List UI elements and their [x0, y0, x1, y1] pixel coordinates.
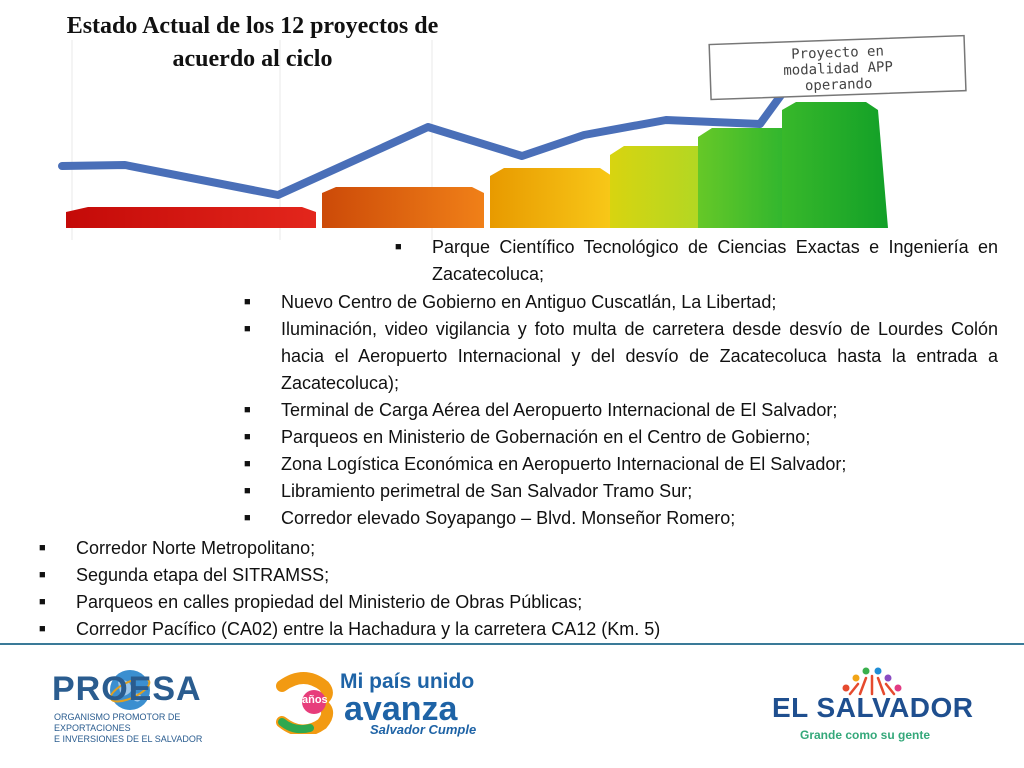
- three-years-emblem-icon: [276, 672, 334, 734]
- bar-lime: [610, 146, 724, 228]
- list-item: ■ Segunda etapa del SITRAMSS;: [39, 562, 976, 589]
- project-list-tier-2: ■ Nuevo Centro de Gobierno en Antiguo Cus…: [244, 289, 998, 532]
- project-list-tier-1: ■ Parque Científico Tecnológico de Cienc…: [395, 234, 998, 288]
- list-item: ■ Terminal de Carga Aérea del Aeropuerto …: [244, 397, 998, 424]
- crown-figures-icon: [842, 667, 902, 696]
- list-item: ■ Libramiento perimetral de San Salvador …: [244, 478, 998, 505]
- list-item: ■ Nuevo Centro de Gobierno en Antiguo Cus…: [244, 289, 998, 316]
- country-tagline: Grande como su gente: [800, 728, 931, 742]
- campaign-tagline: Salvador Cumple: [370, 722, 477, 737]
- bullet-icon: ■: [39, 569, 46, 581]
- project-list-tier-3: ■ Corredor Norte Metropolitano; ■ Segunda …: [39, 535, 976, 643]
- bullet-icon: ■: [39, 623, 46, 635]
- campaign-line-2: avanza: [344, 690, 458, 728]
- bullet-icon: ■: [395, 241, 402, 253]
- growth-arrow-line: [58, 72, 836, 199]
- list-item: ■ Parqueos en calles propiedad del Minist…: [39, 589, 976, 616]
- list-item: ■ Parqueos en Ministerio de Gobernación e…: [244, 424, 998, 451]
- bullet-icon: ■: [39, 542, 46, 554]
- bullet-icon: ■: [244, 404, 251, 416]
- list-item: ■ Corredor Pacífico (CA02) entre la Hacha…: [39, 616, 976, 643]
- bar-red: [66, 207, 316, 228]
- proesa-subtitle: ORGANISMO PROMOTOR DE EXPORTACIONES E IN…: [54, 712, 203, 744]
- list-item: ■ Iluminación, video vigilancia y foto mu…: [244, 316, 998, 397]
- bar-orange: [322, 187, 484, 228]
- country-wordmark: EL SALVADOR: [772, 692, 974, 723]
- list-item: ■ Parque Científico Tecnológico de Cienc…: [395, 234, 998, 288]
- footer-divider: [0, 643, 1024, 645]
- title-line-1: Estado Actual de los 12 proyectos de: [66, 13, 439, 39]
- background-guides: [71, 40, 433, 240]
- app-sign: Proyecto en modalidad APP operando: [708, 34, 967, 101]
- bar-dark-green: [782, 102, 888, 228]
- bullet-icon: ■: [244, 512, 251, 524]
- globe-icon: [109, 670, 151, 710]
- bullet-icon: ■: [244, 431, 251, 443]
- bullet-icon: ■: [244, 485, 251, 497]
- bullet-icon: ■: [244, 296, 251, 308]
- sign-line-3: operando: [805, 76, 873, 94]
- bullet-icon: ■: [39, 596, 46, 608]
- list-item: ■ Corredor Norte Metropolitano;: [39, 535, 976, 562]
- bullet-icon: ■: [244, 458, 251, 470]
- list-item: ■ Corredor elevado Soyapango – Blvd. Mons…: [244, 505, 998, 532]
- bar-yellow: [490, 168, 612, 228]
- bullet-icon: ■: [244, 323, 251, 335]
- campaign-line-1: Mi país unido: [340, 670, 475, 693]
- growth-chart-graphic: Proyecto en modalidad APP operando: [58, 34, 967, 240]
- slide-title: Estado Actual de los 12 proyectos de acu…: [0, 10, 505, 76]
- list-item: ■ Zona Logística Económica en Aeropuerto …: [244, 451, 998, 478]
- proesa-wordmark: PROESA: [52, 670, 202, 708]
- years-label: años: [302, 694, 328, 706]
- title-line-2: acuerdo al ciclo: [172, 46, 333, 72]
- sign-line-2: modalidad APP: [783, 59, 893, 79]
- sign-line-1: Proyecto en: [791, 43, 884, 62]
